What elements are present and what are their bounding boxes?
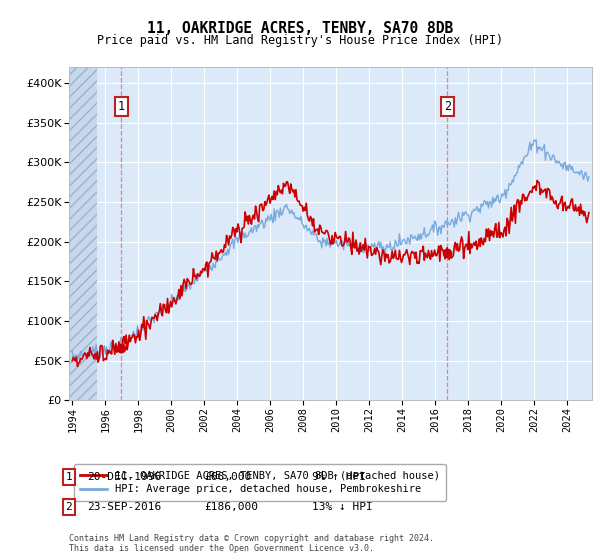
Text: 1: 1 — [65, 472, 73, 482]
Text: 2: 2 — [444, 100, 451, 113]
Text: 11, OAKRIDGE ACRES, TENBY, SA70 8DB: 11, OAKRIDGE ACRES, TENBY, SA70 8DB — [147, 21, 453, 36]
Text: 23-SEP-2016: 23-SEP-2016 — [87, 502, 161, 512]
Text: Contains HM Land Registry data © Crown copyright and database right 2024.
This d: Contains HM Land Registry data © Crown c… — [69, 534, 434, 553]
Text: 20-DEC-1996: 20-DEC-1996 — [87, 472, 161, 482]
Text: Price paid vs. HM Land Registry's House Price Index (HPI): Price paid vs. HM Land Registry's House … — [97, 34, 503, 46]
Legend: 11, OAKRIDGE ACRES, TENBY, SA70 8DB (detached house), HPI: Average price, detach: 11, OAKRIDGE ACRES, TENBY, SA70 8DB (det… — [74, 464, 446, 501]
Text: £66,000: £66,000 — [204, 472, 251, 482]
Text: 13% ↓ HPI: 13% ↓ HPI — [312, 502, 373, 512]
Text: 2: 2 — [65, 502, 73, 512]
Text: £186,000: £186,000 — [204, 502, 258, 512]
Text: 9% ↑ HPI: 9% ↑ HPI — [312, 472, 366, 482]
Text: 1: 1 — [118, 100, 125, 113]
